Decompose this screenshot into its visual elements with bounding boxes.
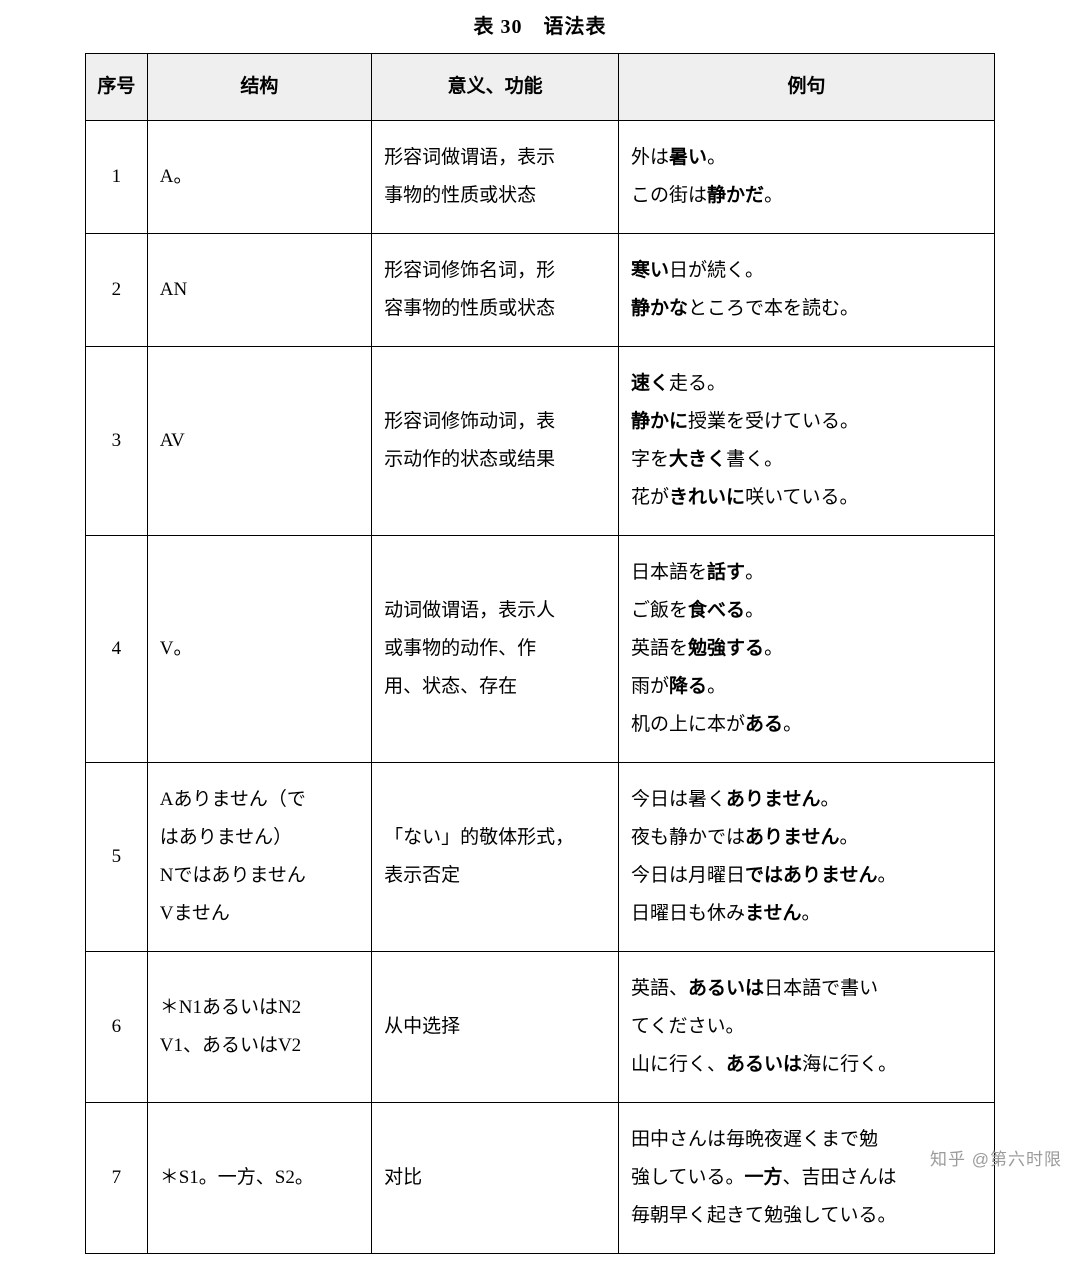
col-header-structure: 结构	[147, 54, 371, 121]
table-row: 4V。动词做谓语，表示人或事物的动作、作用、状态、存在日本語を話す。ご飯を食べる…	[86, 536, 995, 763]
col-header-example: 例句	[619, 54, 995, 121]
cell-seq: 5	[86, 763, 148, 952]
cell-structure: ＊N1あるいはN2V1、あるいはV2	[147, 952, 371, 1103]
col-header-seq: 序号	[86, 54, 148, 121]
cell-meaning: 动词做谓语，表示人或事物的动作、作用、状态、存在	[372, 536, 619, 763]
cell-structure: ＊S1。一方、S2。	[147, 1103, 371, 1254]
cell-structure: AV	[147, 347, 371, 536]
cell-example: 今日は暑くありません。夜も静かではありません。今日は月曜日ではありません。日曜日…	[619, 763, 995, 952]
cell-example: 寒い日が続く。静かなところで本を読む。	[619, 234, 995, 347]
cell-example: 日本語を話す。ご飯を食べる。英語を勉強する。雨が降る。机の上に本がある。	[619, 536, 995, 763]
cell-seq: 3	[86, 347, 148, 536]
cell-structure: Aありません（ではありません）NではありませんVません	[147, 763, 371, 952]
table-row: 3AV形容词修饰动词，表示动作的状态或结果速く走る。静かに授業を受けている。字を…	[86, 347, 995, 536]
cell-structure: AN	[147, 234, 371, 347]
cell-meaning: 形容词修饰动词，表示动作的状态或结果	[372, 347, 619, 536]
cell-meaning: 对比	[372, 1103, 619, 1254]
table-row: 7＊S1。一方、S2。对比田中さんは毎晩夜遅くまで勉強している。一方、吉田さんは…	[86, 1103, 995, 1254]
table-row: 1A。形容词做谓语，表示事物的性质或状态外は暑い。この街は静かだ。	[86, 121, 995, 234]
cell-meaning: 形容词修饰名词，形容事物的性质或状态	[372, 234, 619, 347]
cell-seq: 7	[86, 1103, 148, 1254]
cell-seq: 2	[86, 234, 148, 347]
table-header-row: 序号 结构 意义、功能 例句	[86, 54, 995, 121]
grammar-table: 序号 结构 意义、功能 例句 1A。形容词做谓语，表示事物的性质或状态外は暑い。…	[85, 53, 995, 1254]
cell-meaning: 形容词做谓语，表示事物的性质或状态	[372, 121, 619, 234]
cell-example: 英語、あるいは日本語で書いてください。山に行く、あるいは海に行く。	[619, 952, 995, 1103]
cell-seq: 4	[86, 536, 148, 763]
cell-example: 速く走る。静かに授業を受けている。字を大きく書く。花がきれいに咲いている。	[619, 347, 995, 536]
col-header-meaning: 意义、功能	[372, 54, 619, 121]
cell-seq: 6	[86, 952, 148, 1103]
cell-example: 田中さんは毎晩夜遅くまで勉強している。一方、吉田さんは毎朝早く起きて勉強している…	[619, 1103, 995, 1254]
table-row: 5Aありません（ではありません）NではありませんVません「ない」的敬体形式，表示…	[86, 763, 995, 952]
cell-structure: V。	[147, 536, 371, 763]
table-row: 2AN形容词修饰名词，形容事物的性质或状态寒い日が続く。静かなところで本を読む。	[86, 234, 995, 347]
cell-meaning: 「ない」的敬体形式，表示否定	[372, 763, 619, 952]
cell-meaning: 从中选择	[372, 952, 619, 1103]
table-caption: 表 30 语法表	[0, 10, 1080, 39]
cell-structure: A。	[147, 121, 371, 234]
cell-seq: 1	[86, 121, 148, 234]
cell-example: 外は暑い。この街は静かだ。	[619, 121, 995, 234]
table-row: 6＊N1あるいはN2V1、あるいはV2从中选择英語、あるいは日本語で書いてくださ…	[86, 952, 995, 1103]
